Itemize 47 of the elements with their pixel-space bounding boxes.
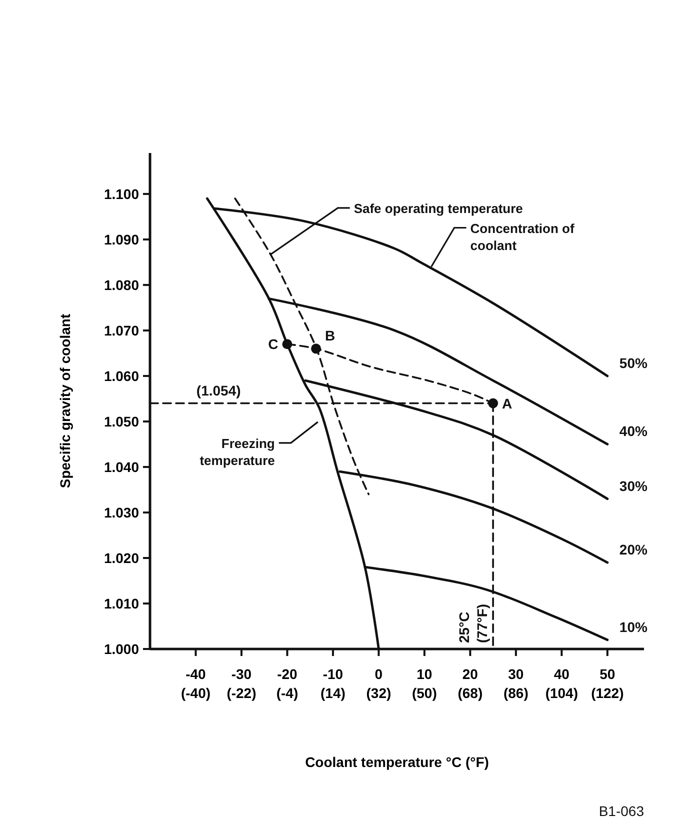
annotation: Safe operating temperature <box>354 200 523 216</box>
annotation: (1.054) <box>196 382 241 398</box>
annotation: C <box>268 336 278 352</box>
x2-tick-label: (14) <box>320 685 346 701</box>
x2-tick-label: (104) <box>545 685 578 701</box>
x-tick-label: 40 <box>554 666 570 682</box>
x-tick-label: 0 <box>374 666 383 682</box>
y-tick-label: 1.050 <box>104 413 140 430</box>
annotation: A <box>502 395 512 412</box>
x-tick-label: 30 <box>508 666 524 682</box>
x2-tick-label: (-40) <box>180 685 211 701</box>
x-axis-title: Coolant temperature °C (°F) <box>305 754 489 770</box>
annotation: B <box>325 328 336 344</box>
x-tick-label: 20 <box>462 666 478 682</box>
y-axis-title: Specific gravity of coolant <box>57 314 73 488</box>
x-tick-label: 50 <box>600 666 616 682</box>
series-label: 10% <box>619 618 648 635</box>
annotation: Concentration of coolant <box>470 220 575 253</box>
y-tick-label: 1.010 <box>104 595 140 612</box>
series-label: 20% <box>619 542 648 558</box>
y-tick-label: 1.030 <box>104 504 140 520</box>
x-tick-label: -40 <box>186 666 206 682</box>
y-tick-label: 1.020 <box>104 550 140 566</box>
x2-tick-label: (50) <box>412 685 437 701</box>
y-tick-label: 1.080 <box>104 276 140 293</box>
annotation: Freezing temperature <box>200 436 275 468</box>
x2-tick-label: (68) <box>458 685 483 701</box>
x2-tick-label: (32) <box>366 685 392 701</box>
y-tick-label: 1.000 <box>104 641 140 657</box>
x-tick-label: -10 <box>322 666 344 682</box>
x2-tick-label: (122) <box>591 685 624 701</box>
y-tick-label: 1.100 <box>104 186 140 202</box>
series-label: 40% <box>619 423 648 440</box>
y-tick-label: 1.090 <box>104 231 140 248</box>
text: B1-063 <box>598 803 644 819</box>
y-tick-label: 1.040 <box>104 458 140 475</box>
y-tick-label: 1.070 <box>104 322 140 338</box>
annotation: 25°C (77°F) <box>456 604 490 643</box>
x2-tick-label: (86) <box>503 685 528 701</box>
series-label: 30% <box>619 478 648 494</box>
x-tick-label: 10 <box>416 666 432 682</box>
series-label: 50% <box>619 354 648 371</box>
x2-tick-label: (-22) <box>226 685 256 701</box>
x-tick-label: -20 <box>277 666 298 682</box>
x2-tick-label: (-4) <box>276 685 298 701</box>
y-tick-label: 1.060 <box>104 368 140 384</box>
x-tick-label: -30 <box>231 666 252 682</box>
